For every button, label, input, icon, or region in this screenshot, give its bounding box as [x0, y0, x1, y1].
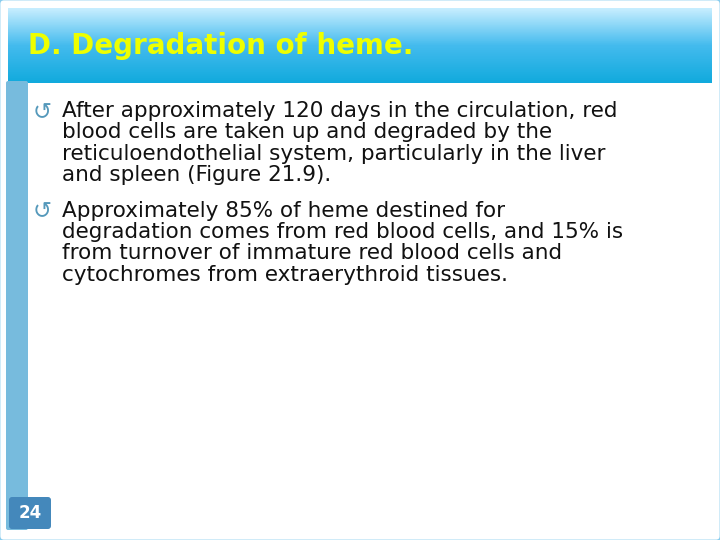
Text: ↺: ↺ [33, 200, 52, 224]
Text: Approximately 85% of heme destined for: Approximately 85% of heme destined for [62, 200, 505, 220]
FancyBboxPatch shape [9, 497, 51, 529]
Text: 24: 24 [19, 504, 42, 522]
Text: blood cells are taken up and degraded by the: blood cells are taken up and degraded by… [62, 123, 552, 143]
Text: After approximately 120 days in the circulation, red: After approximately 120 days in the circ… [62, 101, 618, 121]
FancyBboxPatch shape [6, 81, 28, 530]
Text: from turnover of immature red blood cells and: from turnover of immature red blood cell… [62, 244, 562, 264]
Text: cytochromes from extraerythroid tissues.: cytochromes from extraerythroid tissues. [62, 265, 508, 285]
Text: ↺: ↺ [33, 101, 52, 124]
Text: reticuloendothelial system, particularly in the liver: reticuloendothelial system, particularly… [62, 144, 606, 164]
Text: degradation comes from red blood cells, and 15% is: degradation comes from red blood cells, … [62, 222, 623, 242]
Text: D. Degradation of heme.: D. Degradation of heme. [28, 31, 413, 59]
Text: and spleen (Figure 21.9).: and spleen (Figure 21.9). [62, 165, 331, 185]
